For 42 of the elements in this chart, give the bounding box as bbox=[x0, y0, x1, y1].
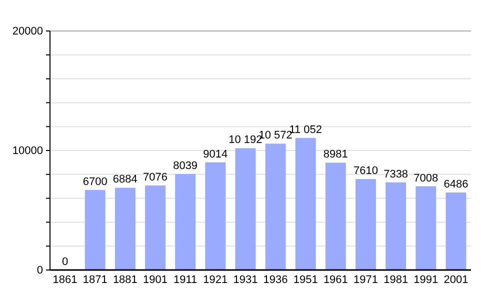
bar bbox=[386, 182, 406, 270]
bar bbox=[145, 185, 166, 270]
x-tick-label: 1961 bbox=[323, 274, 348, 286]
bar bbox=[205, 162, 226, 270]
x-tick-label: 1861 bbox=[52, 274, 78, 286]
bar bbox=[84, 190, 106, 270]
bar bbox=[114, 188, 136, 270]
y-tick-label: 20000 bbox=[12, 26, 43, 38]
x-tick-label: 1991 bbox=[414, 274, 438, 286]
x-tick-label: 1881 bbox=[112, 274, 138, 286]
data-label: 8981 bbox=[323, 148, 348, 161]
data-label: 8039 bbox=[173, 160, 198, 172]
bar bbox=[446, 192, 466, 270]
x-tick-label: 1931 bbox=[233, 274, 258, 286]
x-tick-label: 1921 bbox=[203, 274, 228, 286]
data-label: 7338 bbox=[384, 168, 408, 180]
bar bbox=[235, 148, 256, 270]
bar bbox=[356, 179, 376, 270]
x-tick-label: 2001 bbox=[444, 274, 468, 286]
bar bbox=[416, 186, 436, 270]
data-label: 7610 bbox=[354, 165, 378, 178]
x-tick-label: 1951 bbox=[293, 274, 318, 286]
bar bbox=[325, 162, 346, 270]
x-tick-label: 1971 bbox=[354, 274, 378, 286]
data-label: 6486 bbox=[444, 178, 468, 190]
data-label: 6700 bbox=[82, 176, 108, 188]
x-tick-label: 1871 bbox=[82, 274, 108, 286]
data-label: 7076 bbox=[143, 171, 168, 184]
bar bbox=[295, 138, 316, 270]
x-tick-label: 1936 bbox=[263, 274, 288, 286]
bar bbox=[175, 174, 196, 270]
data-label: 9014 bbox=[203, 148, 228, 160]
y-tick-label: 0 bbox=[36, 264, 43, 277]
data-label: 6884 bbox=[112, 174, 138, 186]
x-tick-label: 1981 bbox=[384, 274, 408, 286]
data-label: 0 bbox=[62, 256, 68, 268]
data-label: 7008 bbox=[414, 172, 438, 184]
data-label: 10 192 bbox=[228, 134, 262, 146]
x-tick-label: 1901 bbox=[143, 274, 168, 286]
y-tick-label: 10000 bbox=[12, 145, 43, 158]
x-tick-label: 1911 bbox=[173, 274, 198, 286]
bar bbox=[265, 144, 286, 270]
